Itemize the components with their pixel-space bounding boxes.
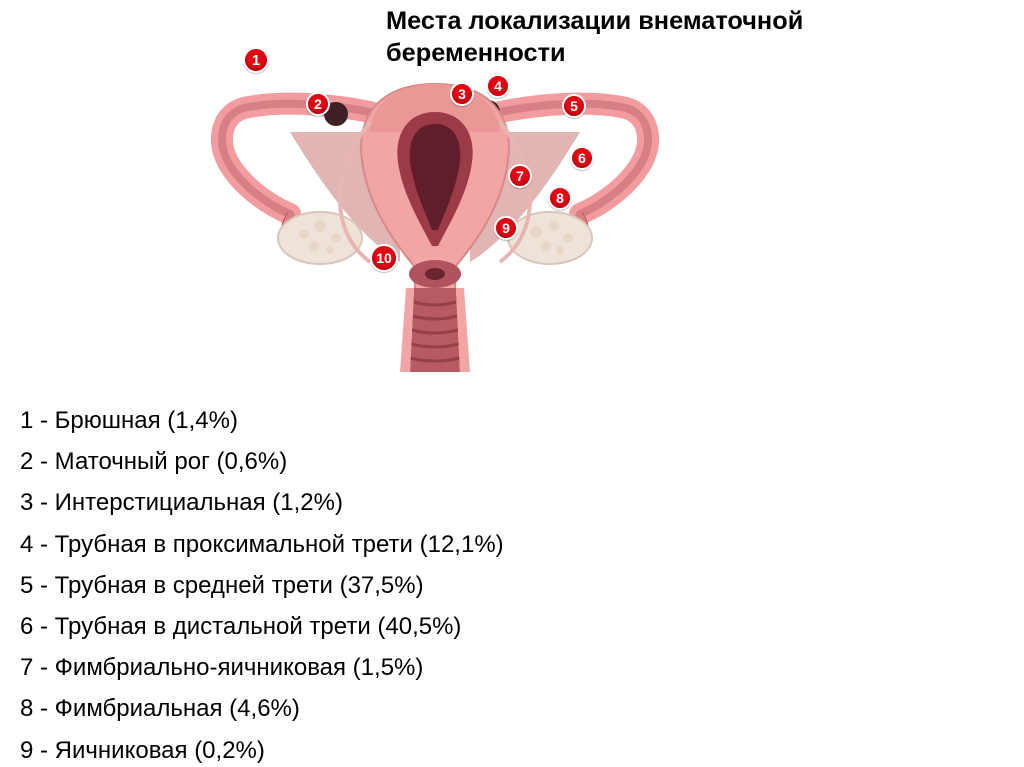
legend-item-1: 1 - Брюшная (1,4%) <box>20 400 504 441</box>
legend-item-9: 9 - Яичниковая (0,2%) <box>20 730 504 767</box>
legend-item-2: 2 - Маточный рог (0,6%) <box>20 441 504 482</box>
marker-6: 6 <box>570 146 594 170</box>
legend-item-6: 6 - Трубная в дистальной трети (40,5%) <box>20 606 504 647</box>
legend-item-4: 4 - Трубная в проксимальной трети (12,1%… <box>20 524 504 565</box>
legend-item-7: 7 - Фимбриально-яичниковая (1,5%) <box>20 647 504 688</box>
marker-7: 7 <box>508 164 532 188</box>
legend-item-3: 3 - Интерстициальная (1,2%) <box>20 482 504 523</box>
marker-3: 3 <box>450 82 474 106</box>
legend-list: 1 - Брюшная (1,4%)2 - Маточный рог (0,6%… <box>20 400 504 767</box>
marker-9: 9 <box>494 216 518 240</box>
legend-item-5: 5 - Трубная в средней трети (37,5%) <box>20 565 504 606</box>
marker-10: 10 <box>370 244 398 272</box>
stage: Места локализации внематочной беременнос… <box>0 0 1024 767</box>
marker-5: 5 <box>562 94 586 118</box>
marker-1: 1 <box>243 47 269 73</box>
marker-4: 4 <box>486 74 510 98</box>
uterus-diagram: 12345678910 <box>170 12 714 378</box>
legend-item-8: 8 - Фимбриальная (4,6%) <box>20 688 504 729</box>
marker-8: 8 <box>548 186 572 210</box>
marker-2: 2 <box>306 92 330 116</box>
